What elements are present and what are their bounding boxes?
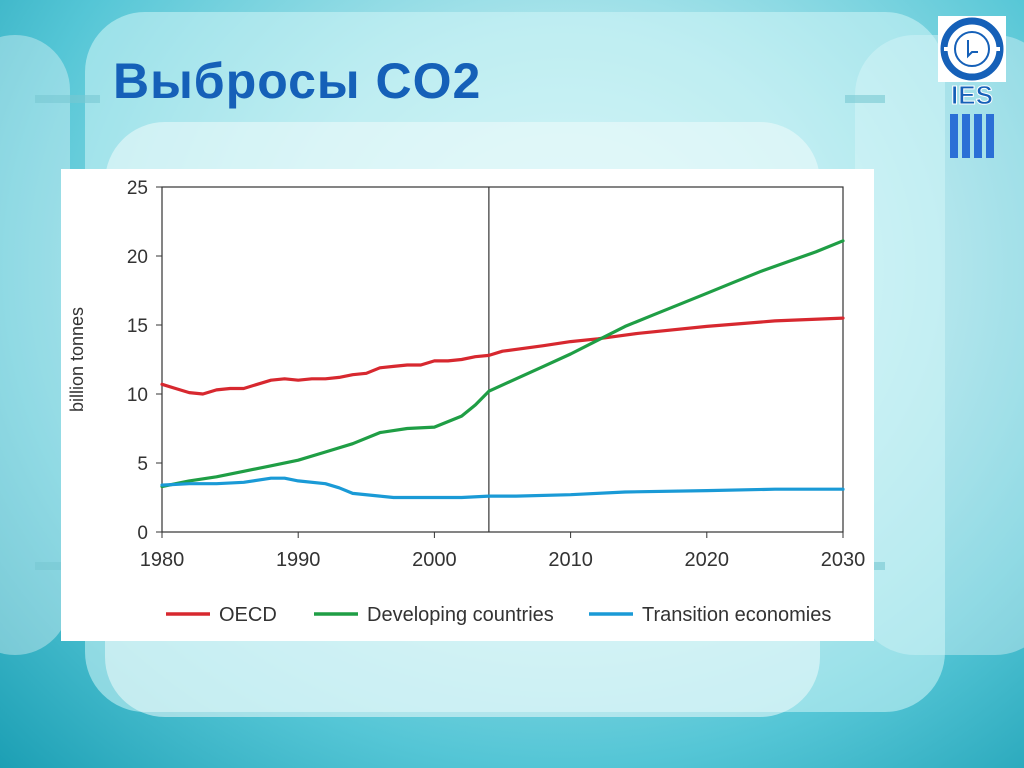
co2-emissions-chart: 0 5 10 15 20 25 1980 1990 2000 2010 2020 2030 billio… — [61, 169, 874, 641]
y-tick-label: 0 — [137, 523, 148, 544]
y-tick-label: 15 — [127, 316, 148, 337]
y-tick-label: 10 — [127, 385, 148, 406]
decor-panel-left — [0, 35, 70, 655]
decor-dash — [35, 95, 100, 103]
x-tick-label: 2000 — [412, 549, 457, 571]
plot-frame — [161, 186, 844, 533]
decor-dash — [845, 95, 885, 103]
legend-label: Transition economies — [642, 604, 831, 626]
logo-text: IES — [951, 80, 993, 110]
x-tick-label: 2020 — [685, 549, 730, 571]
series-line-1 — [160, 239, 845, 489]
series-line-2 — [160, 476, 845, 500]
x-tick-label: 2010 — [548, 549, 593, 571]
x-tick-label: 2030 — [821, 549, 866, 571]
x-tick-label: 1980 — [140, 549, 185, 571]
legend-label: OECD — [219, 604, 277, 626]
y-tick-label: 25 — [127, 178, 148, 199]
chart-svg: 0 5 10 15 20 25 1980 1990 2000 2010 2020 2030 billio… — [67, 178, 866, 626]
y-tick-label: 20 — [127, 247, 148, 268]
series-line-0 — [160, 316, 845, 396]
ies-logo-icon: IES — [938, 16, 1006, 160]
y-tick-label: 5 — [137, 454, 148, 475]
y-axis-label: billion tonnes — [67, 307, 87, 412]
x-tick-label: 1990 — [276, 549, 321, 571]
legend-label: Developing countries — [367, 604, 554, 626]
slide-title: Выбросы CO2 — [113, 53, 482, 109]
